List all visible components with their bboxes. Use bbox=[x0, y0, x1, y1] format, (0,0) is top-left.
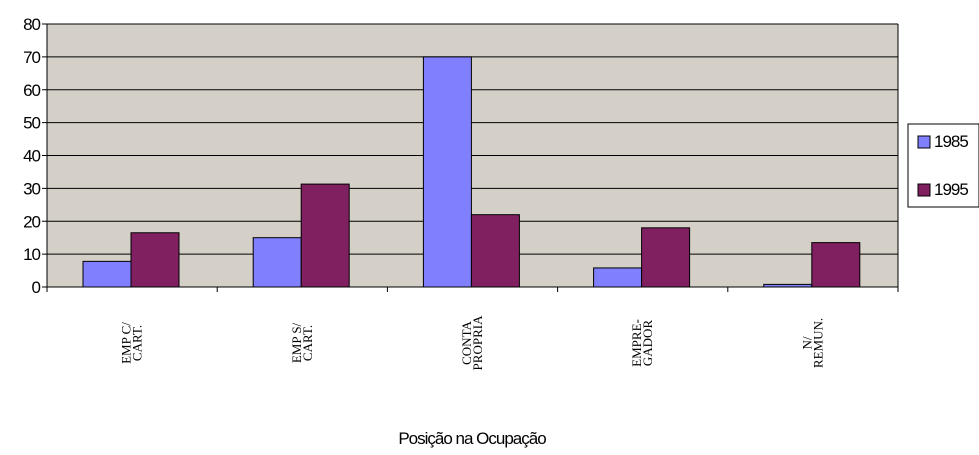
y-tick-label: 60 bbox=[23, 81, 40, 100]
y-tick-label: 0 bbox=[32, 278, 41, 297]
bar-1995-2 bbox=[470, 214, 520, 288]
bar-1995-1 bbox=[300, 183, 350, 288]
bars bbox=[82, 56, 861, 288]
legend-swatch-1995 bbox=[917, 183, 931, 197]
x-category-line: CONTA bbox=[459, 321, 474, 365]
y-tick-label: 10 bbox=[23, 245, 40, 264]
x-category-label: EMPRE-GADOR bbox=[629, 319, 655, 367]
x-category-line: CART. bbox=[300, 325, 315, 361]
y-tick-label: 30 bbox=[23, 179, 40, 198]
y-axis-ticks: 0 10 20 30 40 50 60 70 80 bbox=[23, 15, 47, 297]
y-tick-label: 40 bbox=[23, 147, 40, 166]
bar-1995-4 bbox=[811, 242, 861, 288]
axes bbox=[46, 23, 899, 292]
bar-1995-0 bbox=[130, 232, 180, 288]
x-category-line: EMP C/ bbox=[119, 322, 134, 364]
bar-1985-2 bbox=[422, 56, 472, 288]
y-tick-label: 70 bbox=[23, 48, 40, 67]
x-category-line: CART. bbox=[130, 325, 145, 361]
legend-label-1985: 1985 bbox=[934, 132, 968, 151]
x-axis-title: Posição na Ocupação bbox=[398, 429, 546, 448]
x-category-label: N/REMUN. bbox=[799, 318, 825, 368]
y-tick-label: 80 bbox=[23, 15, 40, 34]
x-category-label: EMP S/CART. bbox=[289, 322, 315, 363]
x-category-line: PROPRIA bbox=[470, 315, 485, 371]
y-tick-label: 20 bbox=[23, 212, 40, 231]
bar-1985-0 bbox=[82, 260, 132, 288]
x-category-line: REMUN. bbox=[810, 318, 825, 368]
x-category-line: EMPRE- bbox=[629, 319, 644, 367]
bar-1985-1 bbox=[252, 237, 302, 288]
bar-1985-3 bbox=[593, 267, 643, 288]
legend-swatch-1985 bbox=[917, 135, 931, 149]
bar-1995-3 bbox=[641, 227, 691, 288]
x-category-line: EMP S/ bbox=[289, 322, 304, 363]
x-category-label: EMP C/CART. bbox=[119, 322, 145, 364]
legend-label-1995: 1995 bbox=[934, 180, 968, 199]
legend: 1985 1995 bbox=[907, 123, 979, 208]
y-tick-label: 50 bbox=[23, 114, 40, 133]
x-category-line: GADOR bbox=[640, 320, 655, 367]
x-category-line: N/ bbox=[799, 336, 814, 349]
